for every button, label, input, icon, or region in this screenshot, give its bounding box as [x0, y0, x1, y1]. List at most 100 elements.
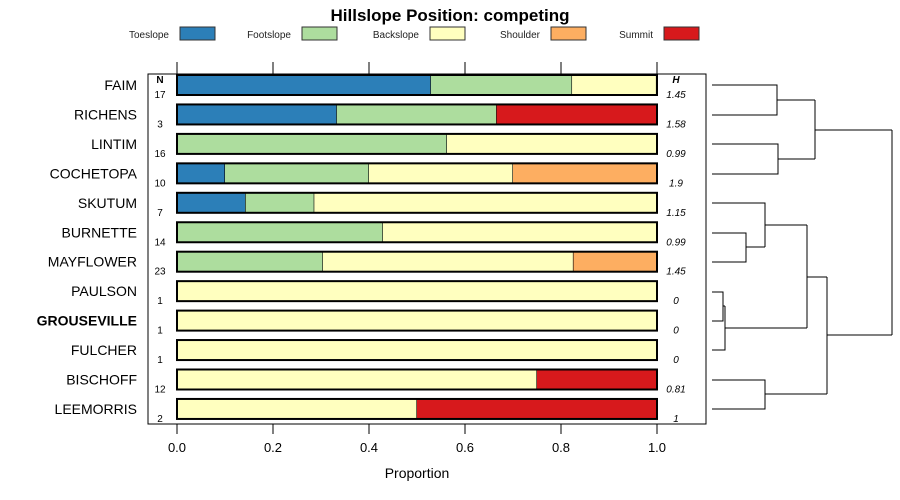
bar-segment-shoulder: [513, 163, 657, 184]
bar-segment-footslope: [177, 222, 383, 243]
bar-segment-backslope: [447, 133, 657, 154]
n-value: 14: [154, 237, 166, 248]
n-value: 1: [157, 296, 163, 307]
bar-outline: [176, 339, 658, 362]
category-label: SKUTUM: [78, 195, 137, 211]
n-value: 1: [157, 326, 163, 337]
legend-label-summit: Summit: [619, 30, 653, 41]
bar-row-bischoff: BISCHOFF 12 0.81: [66, 368, 686, 396]
bar-segment-shoulder: [573, 251, 657, 272]
h-value: 0: [673, 355, 679, 366]
category-label: BISCHOFF: [66, 372, 137, 388]
bar-outline: [176, 250, 658, 273]
bar-outline: [176, 280, 658, 303]
bar-segment-backslope: [177, 310, 657, 331]
legend-label-footslope: Footslope: [247, 30, 291, 41]
x-tick-label: 1.0: [648, 440, 666, 455]
h-value: 1.45: [666, 267, 686, 278]
bar-segment-backslope: [322, 251, 574, 272]
h-value: 1.45: [666, 90, 686, 101]
dendro-branch: [712, 202, 807, 247]
bar-segment-backslope: [382, 222, 657, 243]
x-tick-label: 0.4: [360, 440, 378, 455]
bar-outline: [176, 191, 658, 214]
bar-row-richens: RICHENS 3 1.58: [74, 103, 686, 130]
bar-segment-backslope: [369, 163, 513, 184]
bar-row-mayflower: MAYFLOWER 23 1.45: [48, 250, 686, 278]
bar-segment-footslope: [177, 251, 323, 272]
n-value: 16: [154, 149, 166, 160]
h-value: 0.99: [666, 237, 686, 248]
legend-label-shoulder: Shoulder: [500, 30, 541, 41]
legend-label-toeslope: Toeslope: [129, 30, 169, 41]
n-header: N: [156, 75, 163, 86]
bar-outline: [176, 309, 658, 332]
category-label: BURNETTE: [62, 224, 137, 240]
h-value: 0: [673, 296, 679, 307]
bar-row-cochetopa: COCHETOPA 10 1.9: [50, 162, 683, 189]
bar-segment-summit: [496, 104, 657, 125]
category-label: FAIM: [104, 77, 137, 93]
x-tick-label: 0.6: [456, 440, 474, 455]
bar-segment-summit: [417, 398, 657, 419]
dendro-branch: [712, 291, 807, 351]
h-header: H: [672, 75, 680, 86]
bar-row-lintim: LINTIM 16 0.99: [91, 132, 686, 160]
bar-outline: [176, 221, 658, 244]
bar-segment-footslope: [177, 133, 447, 154]
x-tick-label: 0.0: [168, 440, 186, 455]
category-label: LINTIM: [91, 136, 137, 152]
bar-segment-footslope: [245, 192, 315, 213]
category-label: LEEMORRIS: [55, 401, 137, 417]
legend-swatch-backslope: [429, 26, 466, 41]
bar-segment-toeslope: [177, 192, 246, 213]
h-value: 1: [673, 414, 679, 425]
bar-segment-backslope: [572, 75, 657, 95]
bar-row-skutum: SKUTUM 7 1.15: [78, 191, 686, 219]
dendro-branch: [826, 130, 893, 394]
n-value: 7: [157, 208, 163, 219]
bar-segment-footslope: [336, 104, 497, 125]
bar-segment-toeslope: [177, 75, 431, 95]
bar-outline: [176, 132, 658, 155]
bar-segment-footslope: [430, 75, 573, 95]
legend-swatch-toeslope: [179, 26, 216, 41]
n-value: 10: [154, 178, 166, 189]
bar-segment-backslope: [177, 398, 417, 419]
bar-outline: [176, 368, 658, 391]
dendro-branch: [712, 379, 827, 410]
dendro-branch: [814, 100, 892, 159]
category-label: PAULSON: [71, 283, 137, 299]
n-value: 12: [154, 385, 166, 396]
bar-segment-toeslope: [177, 163, 225, 184]
dendro-branch: [712, 84, 815, 116]
category-label: FULCHER: [71, 342, 137, 358]
h-value: 1.15: [666, 208, 686, 219]
bar-row-paulson: PAULSON 1 0: [71, 280, 679, 307]
bar-segment-summit: [537, 369, 657, 390]
bar-row-fulcher: FULCHER 1 0: [71, 339, 679, 366]
n-value: 17: [154, 90, 166, 101]
bar-outline: [176, 162, 658, 185]
legend-label-backslope: Backslope: [373, 30, 420, 41]
n-value: 3: [157, 119, 163, 130]
n-value: 1: [157, 355, 163, 366]
bar-segment-backslope: [177, 369, 537, 390]
bar-segment-backslope: [177, 340, 657, 361]
category-label: GROUSEVILLE: [37, 313, 137, 329]
bar-segment-toeslope: [177, 104, 337, 125]
legend: Toeslope Footslope Backslope Shoulder Summit: [129, 26, 700, 41]
h-value: 0: [673, 326, 679, 337]
h-value: 1.9: [669, 178, 683, 189]
legend-swatch-summit: [663, 26, 700, 41]
chart-title: Hillslope Position: competing: [331, 6, 570, 25]
legend-swatch-footslope: [301, 26, 338, 41]
dendro-branch: [712, 143, 815, 175]
axes: 0.0 0.2 0.4 0.6 0.8 1.0: [168, 62, 666, 455]
x-tick-label: 0.2: [264, 440, 282, 455]
x-tick-label: 0.8: [552, 440, 570, 455]
bar-row-grouseville: GROUSEVILLE 1 0: [37, 309, 679, 337]
n-value: 23: [154, 267, 166, 278]
